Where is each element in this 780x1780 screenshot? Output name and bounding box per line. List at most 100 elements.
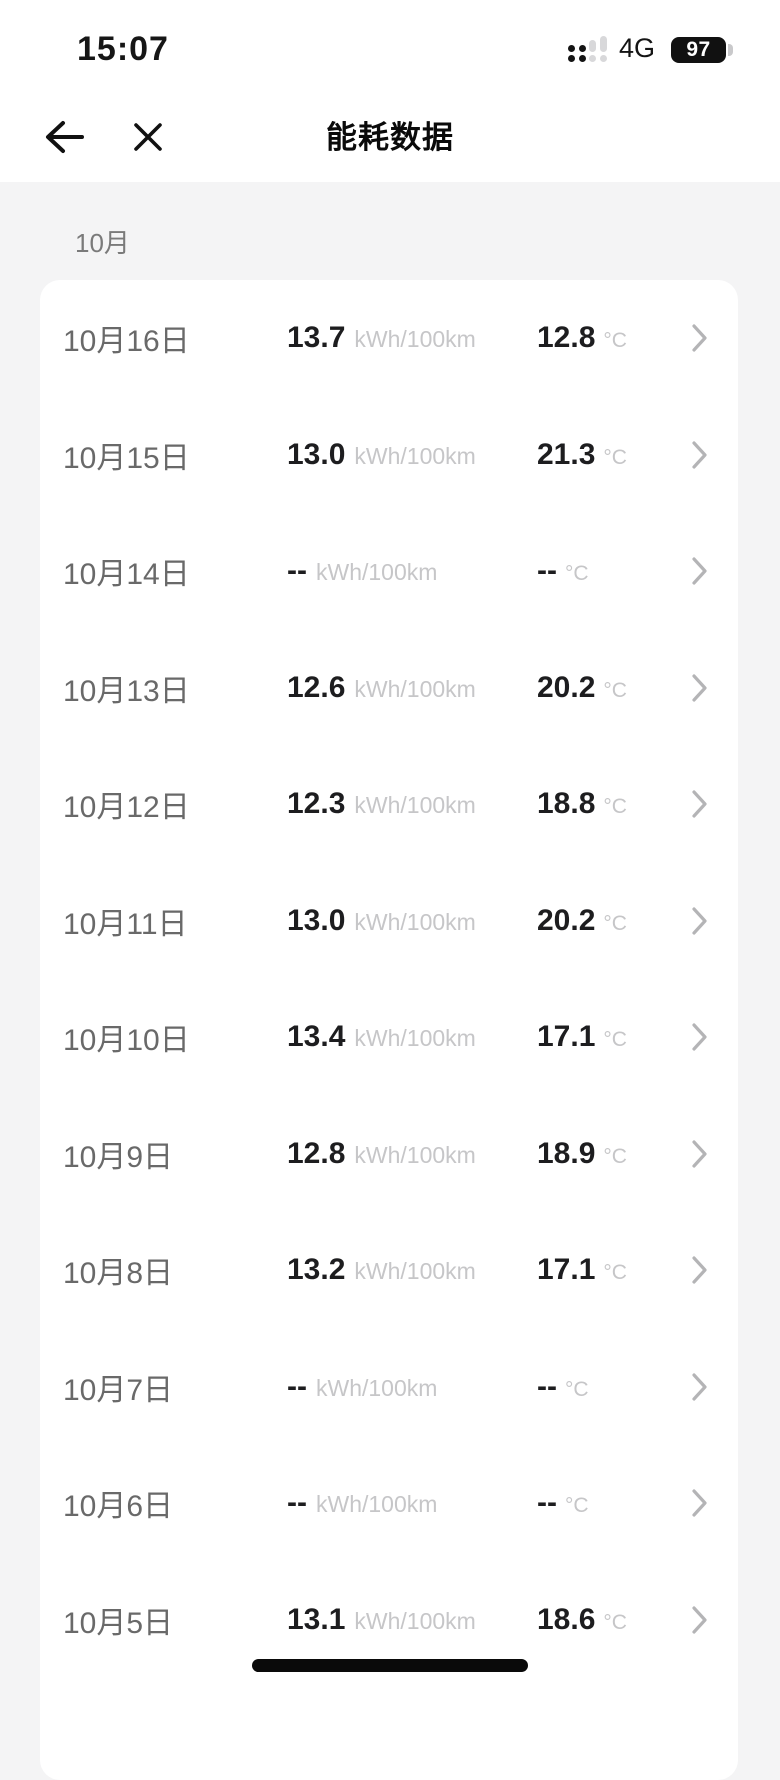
- row-temp-value: --: [537, 1486, 557, 1520]
- battery-percent: 97: [686, 38, 711, 61]
- row-temperature: 21.3 °C: [537, 438, 627, 472]
- row-energy-value: --: [287, 554, 307, 588]
- row-temp-unit: °C: [603, 1028, 627, 1052]
- row-energy: 13.7 kWh/100km: [287, 321, 476, 355]
- row-energy: 13.0 kWh/100km: [287, 904, 476, 938]
- row-temperature: 18.6 °C: [537, 1603, 627, 1637]
- network-type-label: 4G: [619, 33, 656, 63]
- row-energy-value: 13.0: [287, 903, 346, 937]
- row-temperature: -- °C: [537, 554, 589, 588]
- row-energy-value: 13.0: [287, 437, 346, 471]
- row-energy-value: --: [287, 1486, 307, 1520]
- row-energy: 13.4 kWh/100km: [287, 1020, 476, 1054]
- row-temp-value: 20.2: [537, 903, 596, 937]
- row-date: 10月16日: [63, 325, 190, 359]
- row-temp-value: 18.9: [537, 1136, 596, 1170]
- row-temp-value: --: [537, 1369, 557, 1403]
- row-temperature: 12.8 °C: [537, 321, 627, 355]
- row-temp-unit: °C: [603, 329, 627, 353]
- row-temp-unit: °C: [603, 1610, 627, 1634]
- row-date: 10月9日: [63, 1140, 174, 1174]
- row-energy: -- kWh/100km: [287, 1486, 437, 1520]
- row-energy-unit: kWh/100km: [354, 442, 476, 469]
- row-temperature: 17.1 °C: [537, 1253, 627, 1287]
- row-temperature: 18.8 °C: [537, 787, 627, 821]
- row-energy-value: 12.8: [287, 1136, 346, 1170]
- energy-row[interactable]: 10月7日 -- kWh/100km -- °C: [40, 1329, 738, 1446]
- energy-row[interactable]: 10月10日 13.4 kWh/100km 17.1 °C: [40, 979, 738, 1096]
- row-date: 10月15日: [63, 441, 190, 475]
- energy-row[interactable]: 10月6日 -- kWh/100km -- °C: [40, 1445, 738, 1562]
- row-temp-unit: °C: [564, 1377, 589, 1401]
- page-title: 能耗数据: [326, 120, 454, 155]
- row-energy-unit: kWh/100km: [354, 908, 476, 935]
- row-date: 10月8日: [63, 1257, 174, 1291]
- row-temp-unit: °C: [564, 562, 589, 586]
- chevron-right-icon: [692, 1023, 707, 1051]
- row-temp-value: --: [537, 554, 557, 588]
- row-temp-value: 18.6: [537, 1602, 596, 1636]
- row-date: 10月14日: [63, 558, 190, 592]
- row-energy-unit: kWh/100km: [315, 1491, 438, 1518]
- energy-row[interactable]: 10月14日 -- kWh/100km -- °C: [40, 513, 738, 630]
- chevron-right-icon: [692, 907, 707, 935]
- row-temperature: 18.9 °C: [537, 1137, 627, 1171]
- row-temp-unit: °C: [603, 1261, 627, 1285]
- row-date: 10月7日: [63, 1373, 174, 1407]
- row-temp-value: 12.8: [537, 321, 596, 355]
- row-temp-unit: °C: [603, 678, 627, 702]
- energy-row[interactable]: 10月12日 12.3 kWh/100km 18.8 °C: [40, 746, 738, 863]
- row-energy-value: 13.7: [287, 321, 346, 355]
- chevron-right-icon: [692, 674, 707, 702]
- row-date: 10月6日: [63, 1490, 174, 1524]
- row-energy-unit: kWh/100km: [354, 1607, 476, 1634]
- row-temp-value: 17.1: [537, 1253, 596, 1287]
- row-energy-unit: kWh/100km: [354, 326, 476, 353]
- chevron-right-icon: [692, 1606, 707, 1634]
- row-temp-value: 21.3: [537, 437, 596, 471]
- energy-list: 10月16日 13.7 kWh/100km 12.8 °C 10月15日 13.0 k…: [40, 280, 738, 1780]
- row-temp-unit: °C: [603, 911, 627, 935]
- row-energy-value: 13.4: [287, 1020, 346, 1054]
- row-energy: 12.8 kWh/100km: [287, 1137, 476, 1171]
- row-date: 10月5日: [63, 1606, 174, 1640]
- status-time: 15:07: [77, 30, 169, 68]
- status-and-nav-bar: 15:07 4G 97 能耗数据: [0, 0, 780, 182]
- chevron-right-icon: [692, 1256, 707, 1284]
- home-indicator-bar[interactable]: [252, 1659, 528, 1672]
- chevron-right-icon: [692, 1489, 707, 1517]
- row-temp-value: 20.2: [537, 670, 596, 704]
- row-energy-unit: kWh/100km: [315, 1374, 438, 1401]
- battery-icon: 97: [671, 37, 726, 63]
- row-energy: 13.2 kWh/100km: [287, 1253, 476, 1287]
- row-energy: -- kWh/100km: [287, 554, 437, 588]
- energy-row[interactable]: 10月11日 13.0 kWh/100km 20.2 °C: [40, 863, 738, 980]
- cellular-signal-icon: [568, 36, 608, 62]
- row-temperature: -- °C: [537, 1370, 589, 1404]
- row-energy: 13.1 kWh/100km: [287, 1603, 476, 1637]
- row-energy-unit: kWh/100km: [354, 1258, 476, 1285]
- energy-row[interactable]: 10月8日 13.2 kWh/100km 17.1 °C: [40, 1212, 738, 1329]
- energy-row[interactable]: 10月15日 13.0 kWh/100km 21.3 °C: [40, 397, 738, 514]
- row-temp-unit: °C: [603, 445, 627, 469]
- energy-row[interactable]: 10月13日 12.6 kWh/100km 20.2 °C: [40, 630, 738, 747]
- row-date: 10月11日: [63, 907, 188, 941]
- energy-row[interactable]: 10月16日 13.7 kWh/100km 12.8 °C: [40, 280, 738, 397]
- energy-row[interactable]: 10月9日 12.8 kWh/100km 18.9 °C: [40, 1096, 738, 1213]
- back-arrow-icon[interactable]: [44, 119, 84, 155]
- row-temp-value: 18.8: [537, 787, 596, 821]
- close-icon[interactable]: [133, 123, 163, 151]
- chevron-right-icon: [692, 557, 707, 585]
- row-energy: 12.6 kWh/100km: [287, 671, 476, 705]
- row-date: 10月12日: [63, 791, 190, 825]
- row-energy: 13.0 kWh/100km: [287, 438, 476, 472]
- row-energy-value: 13.2: [287, 1253, 346, 1287]
- row-energy-unit: kWh/100km: [354, 792, 476, 819]
- chevron-right-icon: [692, 790, 707, 818]
- row-date: 10月10日: [63, 1024, 190, 1058]
- row-date: 10月13日: [63, 674, 190, 708]
- row-temp-unit: °C: [564, 1494, 589, 1518]
- energy-row[interactable]: 10月5日 13.1 kWh/100km 18.6 °C: [40, 1562, 738, 1679]
- month-section-label: 10月: [75, 228, 130, 258]
- row-temperature: 20.2 °C: [537, 904, 627, 938]
